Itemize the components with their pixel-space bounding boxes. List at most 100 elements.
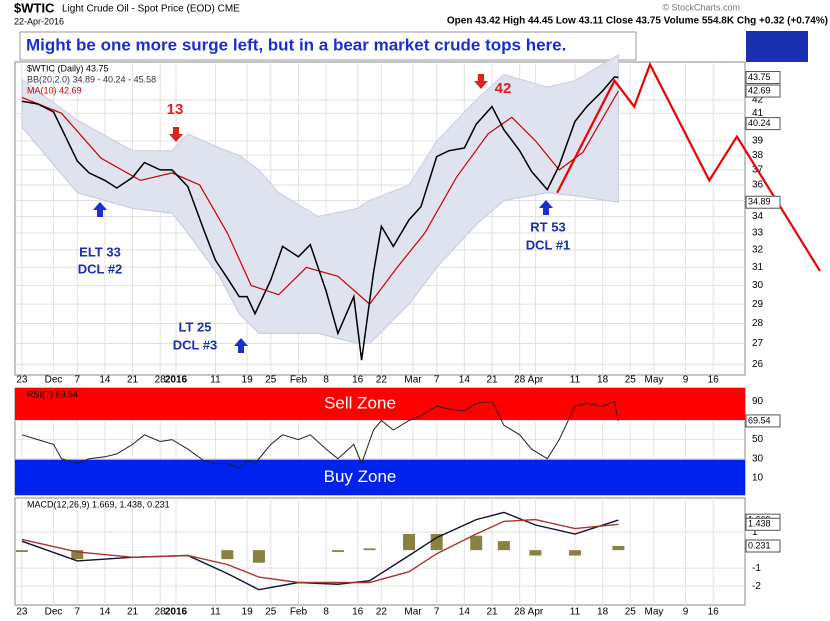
corner-block <box>746 31 808 62</box>
histogram-bar <box>403 533 416 551</box>
histogram-bar <box>568 550 581 556</box>
annotation: ELT 33 <box>79 244 121 259</box>
x-tick-label: 2016 <box>165 607 188 618</box>
annotation: 13 <box>167 101 184 118</box>
annotation: RT 53 <box>530 219 565 234</box>
x-tick-label: 11 <box>210 607 221 618</box>
x-tick-label: 18 <box>597 375 609 386</box>
x-tick-label: 7 <box>434 607 440 618</box>
x-tick-label: 19 <box>242 607 254 618</box>
x-tick-label: Feb <box>290 607 308 618</box>
y-tick-label: 27 <box>752 338 764 349</box>
value-tag <box>745 517 781 531</box>
y-tick-label: 50 <box>752 434 764 445</box>
histogram-bar <box>430 533 443 551</box>
x-tick-label: 7 <box>74 607 80 618</box>
value-tag <box>745 414 781 428</box>
x-tick-label: 14 <box>99 375 111 386</box>
arrow <box>474 74 488 89</box>
zone-label: Sell Zone <box>324 393 396 412</box>
x-tick-label: 7 <box>434 375 440 386</box>
x-tick-label: May <box>644 375 663 386</box>
y-tick-label: 30 <box>752 453 764 464</box>
x-tick-label: Apr <box>528 607 544 618</box>
x-tick-label: 25 <box>265 607 277 618</box>
x-tick-label: 14 <box>459 607 471 618</box>
x-tick-label: Dec <box>45 607 63 618</box>
y-tick-label: 33 <box>752 228 764 239</box>
x-tick-label: 23 <box>16 375 28 386</box>
y-tick-label: -1 <box>752 563 761 574</box>
legend-entry: BB(20,2.0) 34.89 - 40.24 - 45.58 <box>27 74 156 84</box>
x-tick-label: Apr <box>528 375 544 386</box>
arrow <box>234 338 248 353</box>
histogram-bar <box>497 541 510 551</box>
y-tick-label: 90 <box>752 396 764 407</box>
histogram-bar <box>15 550 28 552</box>
projection-line <box>556 61 821 272</box>
histogram-bar <box>363 548 376 551</box>
histogram-bar <box>331 550 344 552</box>
x-tick-label: 25 <box>625 375 637 386</box>
histogram-bar <box>71 550 84 560</box>
x-tick-label: 25 <box>625 607 637 618</box>
annotation: 42 <box>495 80 512 97</box>
rsi-line <box>21 400 619 469</box>
symbol: $WTIC <box>14 0 55 15</box>
date: 22-Apr-2016 <box>14 16 64 26</box>
y-tick-label: 1 <box>752 527 758 538</box>
y-tick-label: 42 <box>752 95 764 106</box>
x-tick-label: 8 <box>323 607 329 618</box>
x-tick-label: 9 <box>683 375 689 386</box>
arrow <box>93 202 107 217</box>
legend-entry: $WTIC (Daily) 43.75 <box>27 63 109 73</box>
x-tick-label: Feb <box>290 375 308 386</box>
moving-average <box>21 90 619 305</box>
x-tick-label: 16 <box>352 375 364 386</box>
histogram-bar <box>252 550 265 563</box>
x-tick-label: Mar <box>404 375 422 386</box>
histogram-bar <box>470 535 483 551</box>
value-tag <box>745 195 781 209</box>
value-tag-label: 0.231 <box>748 540 771 550</box>
zone <box>15 388 745 421</box>
x-tick-label: 22 <box>376 607 388 618</box>
x-tick-label: 19 <box>242 375 254 386</box>
y-tick-label: -2 <box>752 581 761 592</box>
legend-entry: RSI(7) 69.54 <box>27 389 78 399</box>
x-tick-label: 2016 <box>165 375 188 386</box>
subtitle: Light Crude Oil - Spot Price (EOD) CME <box>62 4 240 15</box>
legend-entry: MA(10) 42.69 <box>27 85 82 95</box>
x-tick-label: May <box>644 607 663 618</box>
stats: Open 43.42 High 44.45 Low 43.11 Close 43… <box>447 16 828 27</box>
value-tag <box>745 117 781 131</box>
y-tick-label: 34 <box>752 211 764 222</box>
x-tick-label: 21 <box>486 375 498 386</box>
x-tick-label: 14 <box>99 607 111 618</box>
annotation: DCL #3 <box>173 337 218 352</box>
y-tick-label: 31 <box>752 262 764 273</box>
x-tick-label: 22 <box>376 375 388 386</box>
value-tag <box>745 71 781 85</box>
value-tag-label: 69.54 <box>748 415 771 425</box>
histogram-bar <box>529 550 542 556</box>
x-tick-label: 21 <box>127 375 139 386</box>
arrow <box>169 127 183 142</box>
y-tick-label: 39 <box>752 135 764 146</box>
x-tick-label: 21 <box>127 607 139 618</box>
x-tick-label: 28 <box>514 375 526 386</box>
annotation: DCL #2 <box>78 261 123 276</box>
histogram-bar <box>612 545 625 551</box>
x-tick-label: 11 <box>570 375 581 386</box>
y-tick-label: 26 <box>752 359 764 370</box>
arrow <box>539 200 553 215</box>
x-tick-label: 16 <box>708 375 720 386</box>
x-tick-label: Mar <box>404 607 422 618</box>
x-tick-label: 25 <box>265 375 277 386</box>
y-tick-label: 28 <box>752 318 764 329</box>
y-tick-label: 29 <box>752 299 764 310</box>
annotation: LT 25 <box>179 319 212 334</box>
value-tag-label: 43.75 <box>748 72 771 82</box>
zone <box>15 459 745 495</box>
